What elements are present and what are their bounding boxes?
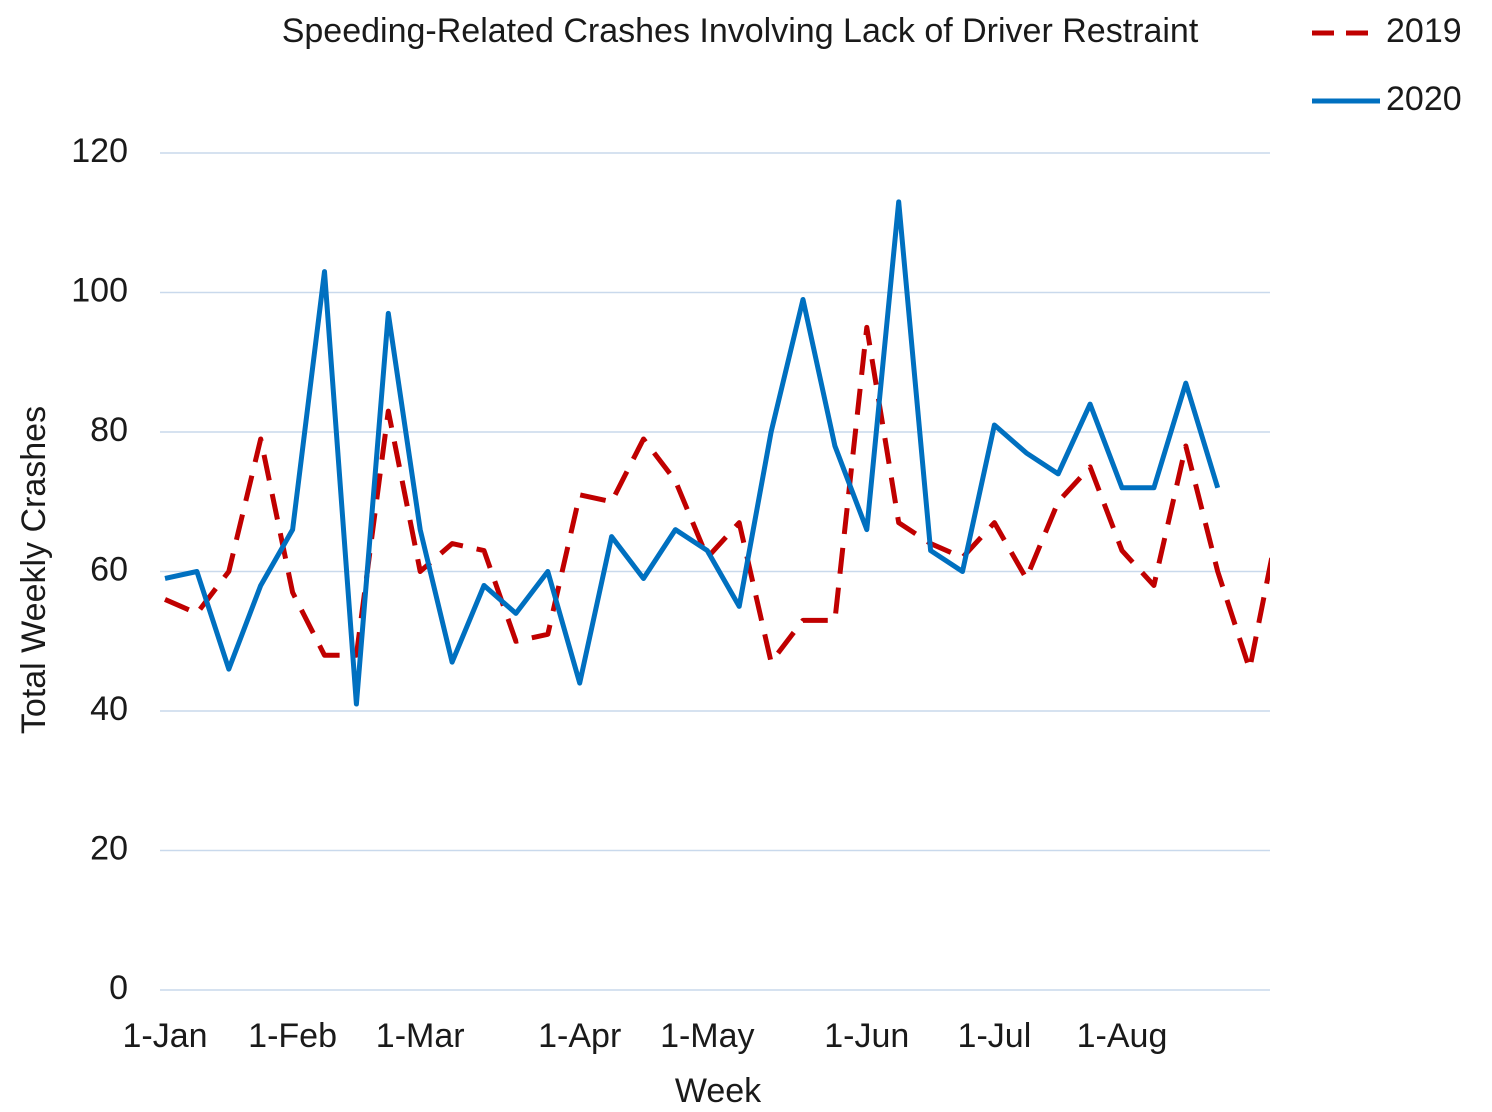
x-tick-label: 1-Aug [1077,1017,1168,1055]
x-tick-label: 1-May [660,1017,754,1055]
y-tick-label: 100 [71,271,128,309]
x-tick-label: 1-Jul [958,1017,1032,1055]
y-tick-label: 20 [90,829,128,867]
x-tick-label: 1-Mar [376,1017,465,1055]
grid: 0 20 40 60 80 100 120 1-Jan 1-Feb 1-Mar 1-Apr 1-May… [71,132,1270,1055]
legend-label: 2020 [1386,80,1462,118]
y-tick-label: 80 [90,411,128,449]
y-tick-label: 120 [71,132,128,170]
x-tick-label: 1-Feb [248,1017,337,1055]
legend: 2019 2020 [1312,12,1462,118]
legend-label: 2019 [1386,12,1462,50]
y-tick-label: 40 [90,690,128,728]
x-tick-label: 1-Jan [122,1017,207,1055]
y-tick-label: 0 [109,969,128,1007]
line-series [164,199,1221,707]
x-tick-label: 1-Apr [538,1017,621,1055]
x-axis-label: Week [675,1072,762,1110]
x-tick-label: 1-Jun [824,1017,909,1055]
line-series [163,324,1270,672]
chart-title: Speeding-Related Crashes Involving Lack … [282,12,1199,50]
y-tick-label: 60 [90,550,128,588]
plot-area [163,199,1270,707]
y-axis-label: Total Weekly Crashes [15,406,53,734]
